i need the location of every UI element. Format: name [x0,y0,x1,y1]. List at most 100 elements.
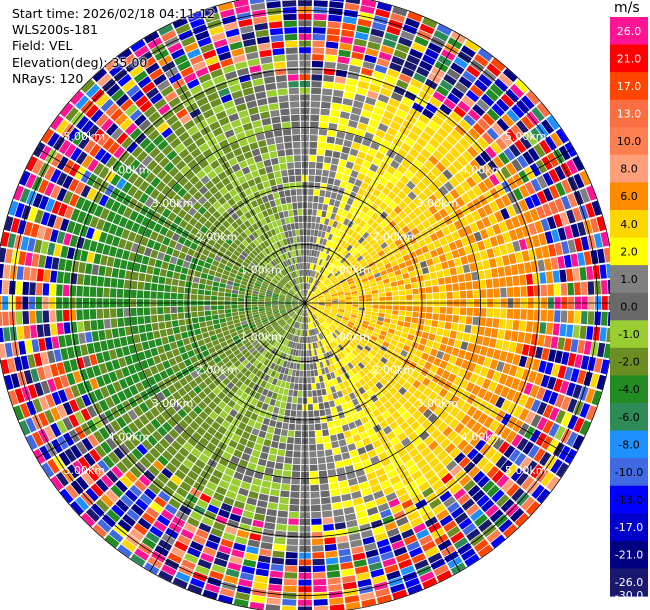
velocity-gate [440,438,451,449]
velocity-gate [512,320,520,331]
velocity-gate [328,379,334,387]
velocity-gate [479,317,486,327]
velocity-gate [146,331,154,341]
velocity-gate [312,321,317,328]
velocity-gate [183,358,192,367]
velocity-gate [81,120,95,134]
velocity-gate [233,500,245,510]
velocity-gate [210,334,218,342]
velocity-gate [375,445,385,455]
velocity-gate [341,268,348,274]
velocity-gate [450,406,460,418]
velocity-gate [286,375,292,383]
velocity-gate [143,469,156,482]
velocity-gate [555,128,569,144]
velocity-gate [40,351,49,365]
velocity-gate [260,542,273,550]
velocity-gate [449,418,460,430]
velocity-gate [169,341,178,350]
velocity-gate [324,232,330,240]
velocity-gate [292,303,298,305]
velocity-gate [318,347,323,355]
velocity-gate [335,69,348,78]
velocity-gate [277,365,283,373]
velocity-gate [135,213,145,224]
velocity-gate [544,231,554,244]
velocity-gate [453,220,463,230]
velocity-gate [259,347,266,354]
velocity-gate [316,310,322,315]
velocity-gate [152,430,163,442]
velocity-gate [282,422,289,430]
velocity-gate [454,469,467,482]
velocity-gate [574,237,583,252]
velocity-gate [148,129,160,141]
velocity-gate [317,318,323,324]
velocity-gate [276,326,282,332]
velocity-gate [229,409,238,418]
velocity-gate [139,193,149,204]
velocity-gate [270,564,284,572]
velocity-gate [311,304,318,306]
velocity-gate [457,439,469,451]
velocity-gate [199,493,212,504]
velocity-gate [342,259,349,266]
velocity-gate [80,344,89,356]
velocity-gate [254,421,262,430]
velocity-gate [332,305,339,308]
velocity-gate [377,473,389,483]
velocity-gate [449,330,457,339]
velocity-gate [364,154,374,163]
velocity-gate [480,499,495,513]
velocity-gate [298,377,303,384]
velocity-gate [364,314,371,319]
velocity-gate [168,166,180,178]
velocity-gate [343,9,359,18]
velocity-gate [434,335,443,343]
velocity-gate [267,376,274,384]
velocity-gate [208,382,217,391]
velocity-gate [178,148,190,159]
velocity-gate [483,390,493,402]
velocity-gate [342,330,349,336]
velocity-gate [69,399,80,413]
velocity-gate [459,216,469,227]
velocity-gate [9,265,18,280]
velocity-gate [228,484,240,493]
velocity-gate [190,306,198,312]
velocity-gate [208,330,216,337]
velocity-gate [331,297,338,300]
velocity-gate [145,422,156,434]
velocity-gate [74,411,86,425]
velocity-gate [592,326,601,341]
velocity-gate [356,25,371,34]
velocity-gate [292,464,301,471]
velocity-gate [203,164,213,175]
velocity-gate [530,399,541,413]
velocity-gate [382,322,390,328]
velocity-gate [379,377,388,386]
velocity-gate [95,375,106,388]
velocity-gate [240,320,248,326]
velocity-gate [430,249,438,258]
velocity-gate [185,425,195,436]
velocity-gate [336,376,343,384]
velocity-gate [274,537,286,545]
velocity-gate [198,206,207,215]
velocity-gate [375,207,384,216]
velocity-gate [570,339,579,353]
velocity-gate [90,503,105,518]
velocity-gate [331,235,337,242]
velocity-gate [352,296,359,300]
velocity-gate [27,354,36,369]
velocity-gate [343,588,359,597]
velocity-gate [327,28,341,36]
velocity-gate [312,302,319,303]
velocity-gate [357,425,366,434]
velocity-gate [292,457,301,465]
velocity-gate [283,463,292,471]
velocity-gate [323,311,329,316]
velocity-gate [459,474,472,487]
velocity-gate [144,398,155,410]
velocity-gate [309,451,317,458]
